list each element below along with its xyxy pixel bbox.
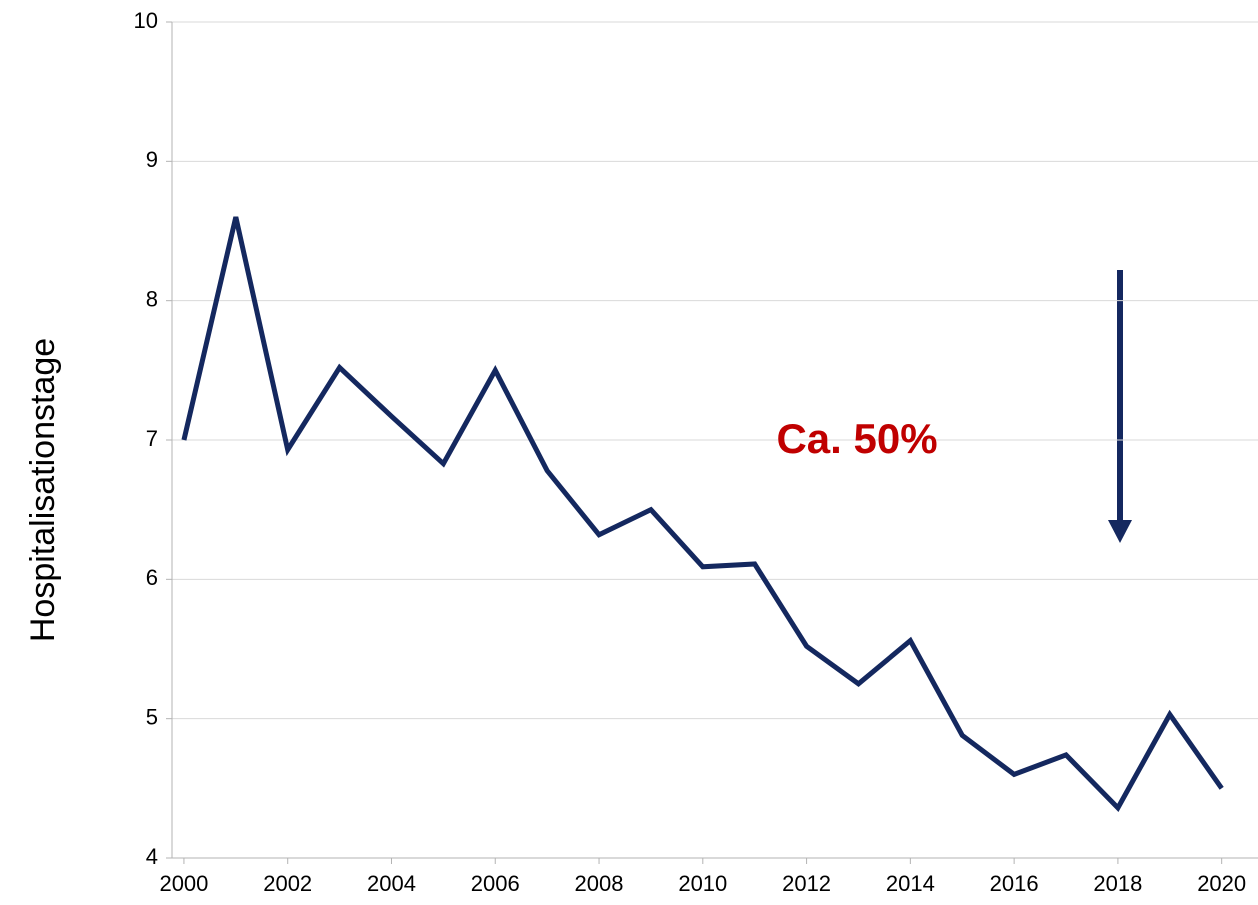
y-tick-label: 4 [146,844,158,869]
x-tick-label: 2014 [886,871,935,896]
x-tick-label: 2006 [471,871,520,896]
y-tick-label: 10 [134,8,158,33]
y-tick-label: 8 [146,286,158,311]
annotation: Ca. 50% [776,415,937,462]
y-tick-label: 5 [146,704,158,729]
x-tick-label: 2000 [159,871,208,896]
x-tick-label: 2004 [367,871,416,896]
x-tick-label: 2020 [1197,871,1246,896]
x-tick-label: 2002 [263,871,312,896]
y-axis-label: Hospitalisationstage [24,338,62,642]
x-tick-label: 2012 [782,871,831,896]
x-tick-label: 2016 [990,871,1039,896]
x-tick-label: 2008 [575,871,624,896]
line-series [181,216,1224,812]
annotation-arrow [1108,270,1132,543]
y-tick-label: 6 [146,565,158,590]
y-tick-label: 9 [146,147,158,172]
x-tick-label: 2018 [1093,871,1142,896]
x-tick-label: 2010 [678,871,727,896]
y-tick-label: 7 [146,426,158,451]
